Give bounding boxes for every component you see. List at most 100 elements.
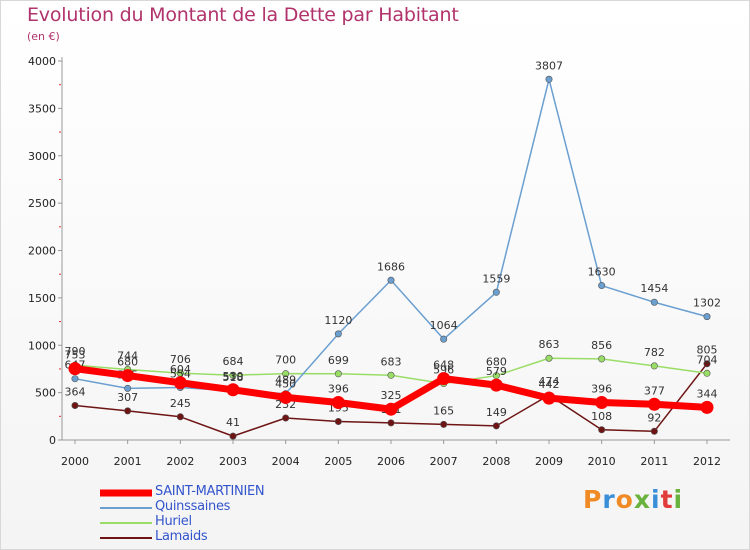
logo-letter: i — [651, 485, 661, 514]
data-label-saint-martinien: 396 — [591, 382, 612, 395]
data-label-lamaids: 92 — [647, 411, 661, 424]
data-label-huriel: 863 — [539, 338, 560, 351]
data-point-huriel — [334, 370, 342, 378]
data-label-quinssaines: 3807 — [535, 59, 563, 72]
data-point-quinssaines — [492, 288, 500, 296]
data-point-saint-martinien — [173, 376, 187, 390]
data-label-saint-martinien: 530 — [223, 370, 244, 383]
data-point-lamaids — [176, 413, 184, 421]
logo-letter: o — [615, 485, 634, 514]
data-point-saint-martinien — [279, 390, 293, 404]
data-point-saint-martinien — [542, 391, 556, 405]
data-point-huriel — [598, 355, 606, 363]
x-tick-label: 2008 — [482, 455, 510, 468]
x-tick-label: 2006 — [377, 455, 405, 468]
data-label-quinssaines: 1630 — [588, 266, 616, 279]
x-tick-label: 2010 — [588, 455, 616, 468]
x-tick-label: 2011 — [640, 455, 668, 468]
y-tick-label: 1000 — [28, 339, 56, 352]
x-tick-label: 2009 — [535, 455, 563, 468]
legend-label-huriel: Huriel — [155, 514, 192, 529]
data-point-quinssaines — [703, 313, 711, 321]
series-line-quinssaines — [74, 78, 708, 395]
data-point-quinssaines — [334, 330, 342, 338]
chart-title: Evolution du Montant de la Dette par Hab… — [27, 4, 459, 26]
legend-label-saint-martinien: SAINT-MARTINIEN — [155, 484, 265, 499]
data-label-lamaids: 149 — [486, 406, 507, 419]
data-label-quinssaines: 1120 — [324, 314, 352, 327]
data-label-quinssaines: 1454 — [640, 282, 668, 295]
data-label-quinssaines: 554 — [170, 368, 191, 381]
logo-letter: r — [602, 485, 616, 514]
data-label-huriel: 596 — [433, 364, 454, 377]
x-tick-label: 2003 — [219, 455, 247, 468]
data-label-huriel: 680 — [486, 356, 507, 369]
data-label-lamaids: 108 — [591, 410, 612, 423]
data-point-saint-martinien — [226, 383, 240, 397]
data-label-quinssaines: 1559 — [482, 272, 510, 285]
legend-label-lamaids: Lamaids — [155, 529, 208, 544]
y-tick-label: 0 — [49, 434, 56, 447]
data-point-quinssaines — [598, 282, 606, 290]
data-point-quinssaines — [650, 298, 658, 306]
data-label-huriel: 684 — [223, 355, 244, 368]
y-tick-label: 2500 — [28, 197, 56, 210]
data-label-huriel: 856 — [591, 339, 612, 352]
legend-label-quinssaines: Quinssaines — [155, 499, 231, 514]
data-label-saint-martinien: 325 — [381, 389, 402, 402]
logo-letter: x — [633, 485, 651, 514]
data-point-saint-martinien — [68, 362, 82, 376]
data-label-huriel: 704 — [697, 353, 718, 366]
data-label-saint-martinien: 442 — [539, 378, 560, 391]
data-label-saint-martinien: 344 — [697, 387, 718, 400]
data-label-quinssaines: 518 — [223, 371, 244, 384]
data-label-lamaids: 805 — [697, 344, 718, 357]
legend-swatch-huriel — [100, 522, 152, 524]
x-tick-label: 2000 — [61, 455, 89, 468]
data-label-saint-martinien: 377 — [644, 384, 665, 397]
data-point-lamaids — [334, 418, 342, 426]
proxiti-logo: Proxiti — [583, 485, 683, 514]
y-tick-label: 3000 — [28, 150, 56, 163]
data-label-huriel: 683 — [381, 355, 402, 368]
y-tick-label: 500 — [35, 387, 56, 400]
data-point-lamaids — [703, 360, 711, 368]
data-label-huriel: 699 — [328, 354, 349, 367]
data-label-lamaids: 165 — [433, 404, 454, 417]
legend-swatch-lamaids — [100, 537, 152, 539]
data-label-lamaids: 41 — [226, 416, 240, 429]
x-tick-label: 2005 — [324, 455, 352, 468]
data-point-saint-martinien — [121, 369, 135, 383]
logo-letter: P — [583, 485, 603, 514]
data-point-lamaids — [229, 432, 237, 440]
data-label-saint-martinien: 579 — [486, 365, 507, 378]
data-label-huriel: 790 — [65, 345, 86, 358]
data-point-saint-martinien — [700, 400, 714, 414]
data-label-saint-martinien: 450 — [275, 377, 296, 390]
data-point-lamaids — [440, 420, 448, 428]
data-label-saint-martinien: 680 — [117, 356, 138, 369]
data-point-lamaids — [387, 419, 395, 427]
data-point-lamaids — [598, 426, 606, 434]
data-point-lamaids — [71, 402, 79, 410]
y-tick-label: 3500 — [28, 102, 56, 115]
data-point-saint-martinien — [595, 395, 609, 409]
x-tick-label: 2004 — [272, 455, 300, 468]
data-label-lamaids: 307 — [117, 391, 138, 404]
data-point-lamaids — [282, 414, 290, 422]
data-point-huriel — [545, 354, 553, 362]
data-point-saint-martinien — [437, 372, 451, 386]
data-label-quinssaines: 489 — [275, 374, 296, 387]
data-point-saint-martinien — [647, 397, 661, 411]
x-tick-label: 2001 — [114, 455, 142, 468]
logo-letter: i — [673, 485, 684, 514]
data-label-huriel: 706 — [170, 353, 191, 366]
data-point-saint-martinien — [489, 378, 503, 392]
data-label-saint-martinien: 648 — [433, 359, 454, 372]
data-point-huriel — [229, 371, 237, 379]
data-point-saint-martinien — [384, 402, 398, 416]
data-point-huriel — [650, 362, 658, 370]
legend-swatch-saint-martinien — [100, 489, 152, 497]
legend-swatch-quinssaines — [100, 507, 152, 509]
